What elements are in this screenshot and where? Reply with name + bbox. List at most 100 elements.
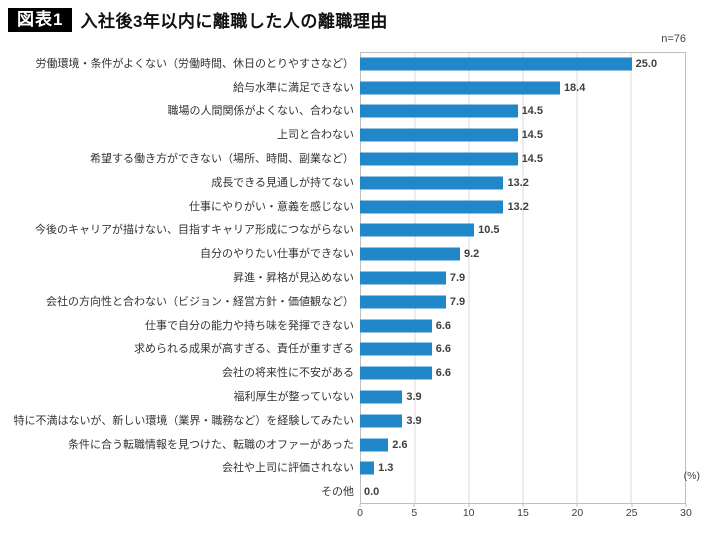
figure-header: 図表1 入社後3年以内に離職した人の離職理由 — [8, 7, 702, 32]
bar — [360, 200, 504, 214]
bar — [360, 295, 446, 309]
value-label: 25.0 — [635, 57, 658, 70]
bar-track: 2.6 — [360, 433, 686, 457]
bar-row: 自分のやりたい仕事ができない 9.2 — [8, 242, 686, 266]
bar — [360, 57, 632, 71]
bar-row: 会社の将来性に不安がある 6.6 — [8, 361, 686, 385]
bar-track: 7.9 — [360, 266, 686, 290]
bar-track: 3.9 — [360, 385, 686, 409]
category-label: 福利厚生が整っていない — [233, 391, 354, 403]
x-axis: 0 5 10 15 20 25 30 — [357, 504, 692, 520]
bar-row: 会社や上司に評価されない 1.3 — [8, 457, 686, 481]
bar-row: 希望する働き方ができない（場所、時間、副業など） 14.5 — [8, 147, 686, 171]
bar — [360, 81, 560, 95]
x-tick-mark — [468, 504, 470, 507]
gridline — [630, 53, 632, 503]
value-label: 7.9 — [449, 295, 466, 308]
gridline — [522, 53, 524, 503]
bar-row: 成長できる見通しが持てない 13.2 — [8, 171, 686, 195]
category-label: 条件に合う転職情報を見つけた、転職のオファーがあった — [68, 438, 354, 451]
category-label: 仕事で自分の能力や持ち味を発揮できない — [145, 319, 354, 332]
bar-chart: 労働環境・条件がよくない（労働時間、休日のとりやすさなど） 25.0 給与水準に満足… — [8, 52, 702, 519]
bar-track: 9.2 — [360, 242, 686, 266]
x-tick-label: 0 — [357, 507, 363, 519]
bar — [360, 152, 518, 166]
value-label: 14.5 — [521, 105, 543, 118]
value-label: 13.2 — [507, 200, 529, 213]
x-tick-mark — [359, 504, 361, 507]
value-label: 7.9 — [449, 272, 466, 285]
category-label: 自分のやりたい仕事ができない — [200, 248, 354, 261]
x-tick-mark — [631, 504, 633, 507]
x-tick-mark — [576, 504, 578, 507]
gridline — [468, 53, 470, 503]
bar — [360, 342, 432, 356]
category-label: 特に不満はないが、新しい環境（業界・職務など）を経験してみたい — [13, 414, 354, 427]
bar-row: 求められる成果が高すぎる、責任が重すぎる 6.6 — [8, 338, 686, 362]
bar-row: 労働環境・条件がよくない（労働時間、休日のとりやすさなど） 25.0 — [8, 52, 686, 76]
category-label: 会社や上司に評価されない — [222, 462, 354, 475]
category-label: その他 — [321, 486, 354, 499]
x-tick-label: 30 — [680, 507, 692, 519]
bar-rows: 労働環境・条件がよくない（労働時間、休日のとりやすさなど） 25.0 給与水準に満足… — [8, 52, 686, 504]
bar — [360, 247, 460, 261]
x-tick-label: 20 — [571, 507, 584, 519]
bar-row: 条件に合う転職情報を見つけた、転職のオファーがあった 2.6 — [8, 433, 686, 457]
category-label: 成長できる見通しが持てない — [211, 176, 354, 189]
bar-row: 今後のキャリアが描けない、目指すキャリア形成につながらない 10.5 — [8, 219, 686, 243]
category-label: 上司と合わない — [277, 129, 354, 142]
bar — [360, 438, 389, 452]
bar — [360, 128, 518, 142]
x-tick-mark — [413, 504, 415, 507]
x-tick-label: 5 — [411, 507, 418, 519]
bar — [360, 366, 432, 380]
bar — [360, 176, 504, 190]
bar-track: 25.0 — [360, 52, 686, 76]
bar-track: 14.5 — [360, 147, 686, 171]
sample-size-label: n=76 — [661, 33, 686, 45]
bar-row: その他 0.0 — [8, 480, 686, 504]
bar-track: 1.3 — [360, 457, 686, 481]
figure-badge: 図表1 — [8, 7, 73, 32]
x-axis-unit-label: (%) — [683, 470, 700, 482]
bar — [360, 223, 475, 237]
bar — [360, 104, 518, 118]
bar — [360, 271, 446, 285]
category-label: 今後のキャリアが描けない、目指すキャリア形成につながらない — [35, 224, 354, 237]
x-tick-label: 15 — [517, 507, 529, 519]
bar — [360, 390, 403, 404]
page-title: 入社後3年以内に離職した人の離職理由 — [80, 12, 388, 31]
bar-row: 会社の方向性と合わない（ビジョン・経営方針・価値観など） 7.9 — [8, 290, 686, 314]
bar-track: 3.9 — [360, 409, 686, 433]
bar-row: 福利厚生が整っていない 3.9 — [8, 385, 686, 409]
bar-track: 6.6 — [360, 338, 686, 362]
bar-track: 14.5 — [360, 123, 686, 147]
bar-row: 職場の人間関係がよくない、合わない 14.5 — [8, 100, 686, 124]
category-label: 求められる成果が高すぎる、責任が重すぎる — [134, 343, 354, 356]
bar-row: 昇進・昇格が見込めない 7.9 — [8, 266, 686, 290]
value-label: 10.5 — [478, 224, 500, 237]
bar-track: 13.2 — [360, 171, 686, 195]
value-label: 1.3 — [378, 462, 394, 475]
bar — [360, 461, 375, 475]
value-label: 6.6 — [435, 343, 452, 356]
value-label: 14.5 — [521, 153, 543, 166]
x-tick-label: 10 — [462, 507, 475, 519]
x-tick-mark — [685, 504, 687, 507]
category-label: 労働環境・条件がよくない（労働時間、休日のとりやすさなど） — [35, 57, 354, 70]
bar-row: 上司と合わない 14.5 — [8, 123, 686, 147]
bar-track: 6.6 — [360, 361, 686, 385]
category-label: 会社の方向性と合わない（ビジョン・経営方針・価値観など） — [46, 295, 354, 308]
x-tick-label: 25 — [625, 507, 638, 519]
gridline — [576, 53, 578, 503]
bar — [360, 414, 403, 428]
value-label: 13.2 — [507, 176, 529, 189]
value-label: 18.4 — [563, 81, 586, 94]
value-label: 6.6 — [435, 319, 452, 332]
value-label: 3.9 — [406, 391, 422, 404]
category-label: 仕事にやりがい・意義を感じない — [189, 200, 354, 213]
value-label: 0.0 — [364, 486, 380, 499]
bar-track: 6.6 — [360, 314, 686, 338]
bar-row: 特に不満はないが、新しい環境（業界・職務など）を経験してみたい 3.9 — [8, 409, 686, 433]
